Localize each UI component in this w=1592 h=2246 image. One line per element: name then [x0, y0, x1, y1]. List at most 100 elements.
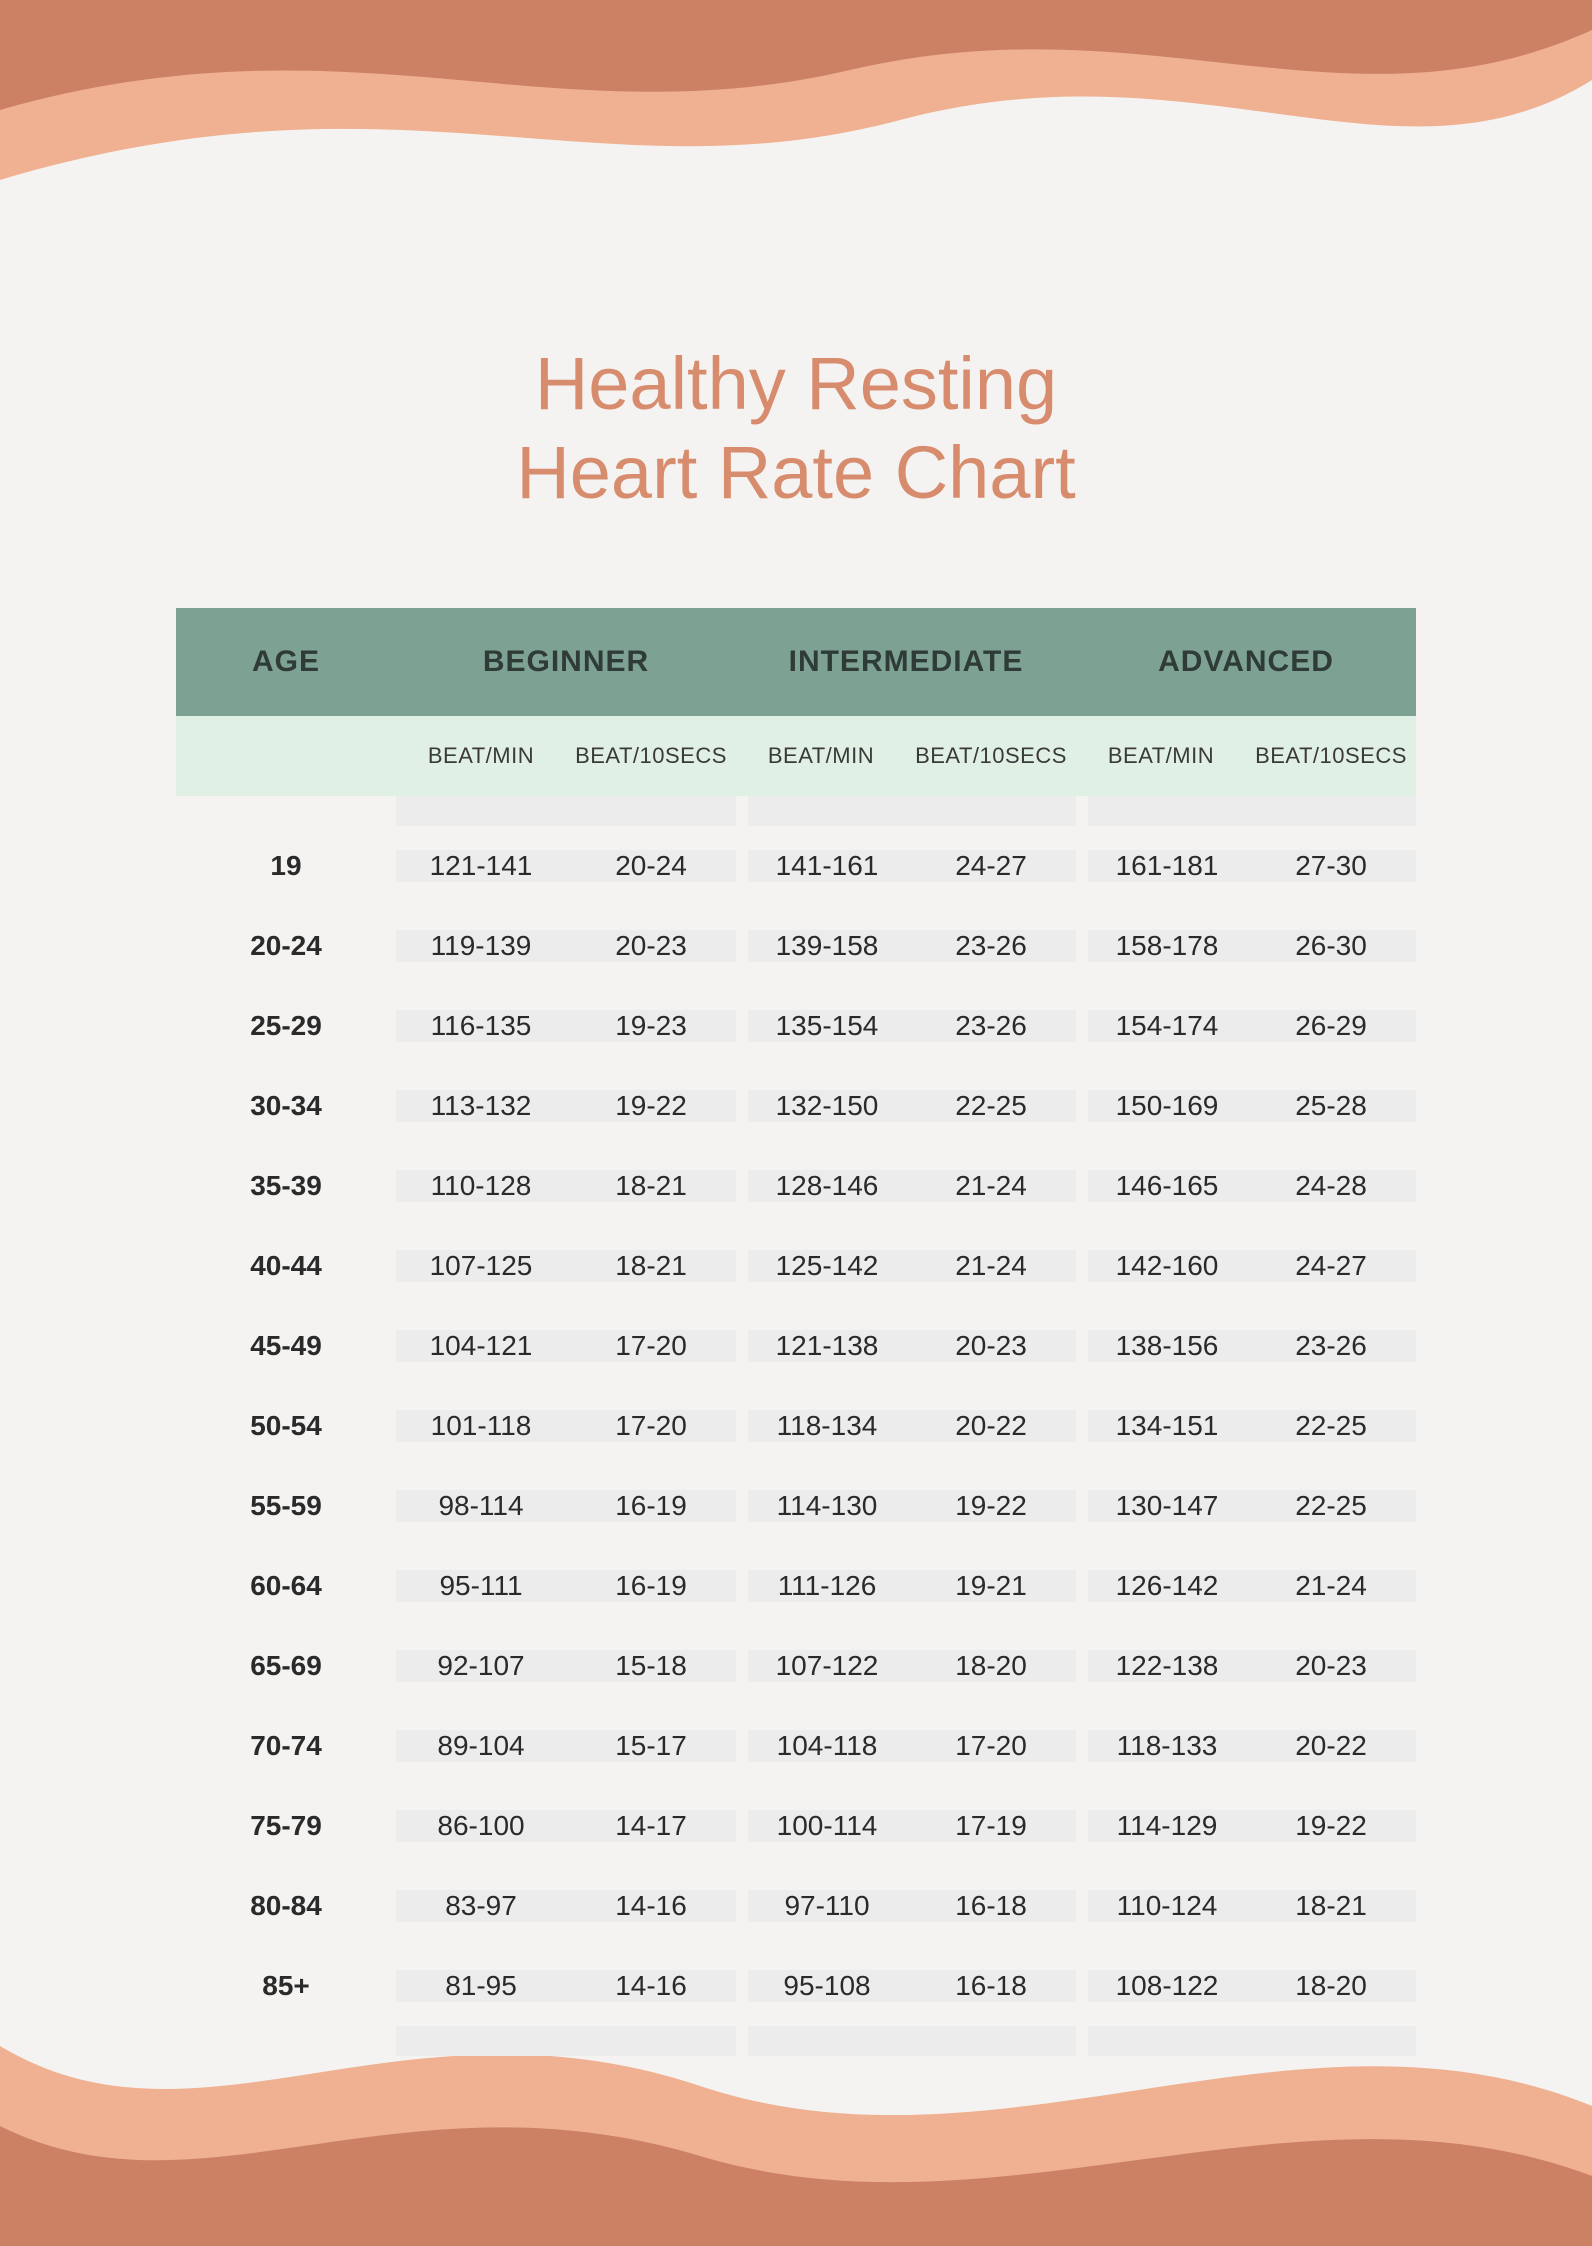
cell-int-b10: 18-20 — [906, 1650, 1076, 1682]
cell-int-bpm: 111-126 — [736, 1570, 906, 1602]
cell-int-bpm: 114-130 — [736, 1490, 906, 1522]
cell-int-bpm: 139-158 — [736, 930, 906, 962]
cell-age: 85+ — [176, 1970, 396, 2002]
cell-beg-b10: 19-22 — [566, 1090, 736, 1122]
cell-int-b10: 17-20 — [906, 1730, 1076, 1762]
cell-int-b10: 21-24 — [906, 1170, 1076, 1202]
cell-age: 75-79 — [176, 1810, 396, 1842]
table-row: 60-6495-11116-19111-12619-21126-14221-24 — [176, 1546, 1416, 1626]
cell-beg-bpm: 89-104 — [396, 1730, 566, 1762]
cell-int-b10: 20-23 — [906, 1330, 1076, 1362]
chart-title: Healthy Resting Heart Rate Chart — [516, 340, 1075, 518]
cell-age: 80-84 — [176, 1890, 396, 1922]
cell-adv-b10: 26-29 — [1246, 1010, 1416, 1042]
cell-age: 20-24 — [176, 930, 396, 962]
table-top-pad — [176, 796, 1416, 826]
table-row: 80-8483-9714-1697-11016-18110-12418-21 — [176, 1866, 1416, 1946]
subheader-int-bpm: BEAT/MIN — [736, 743, 906, 769]
cell-age: 60-64 — [176, 1570, 396, 1602]
cell-int-b10: 20-22 — [906, 1410, 1076, 1442]
cell-adv-b10: 25-28 — [1246, 1090, 1416, 1122]
cell-age: 30-34 — [176, 1090, 396, 1122]
table-row: 50-54101-11817-20118-13420-22134-15122-2… — [176, 1386, 1416, 1466]
table-row: 30-34113-13219-22132-15022-25150-16925-2… — [176, 1066, 1416, 1146]
cell-age: 70-74 — [176, 1730, 396, 1762]
cell-adv-bpm: 158-178 — [1076, 930, 1246, 962]
cell-int-bpm: 132-150 — [736, 1090, 906, 1122]
cell-beg-bpm: 86-100 — [396, 1810, 566, 1842]
cell-int-bpm: 100-114 — [736, 1810, 906, 1842]
subheader-beg-bpm: BEAT/MIN — [396, 743, 566, 769]
cell-int-bpm: 97-110 — [736, 1890, 906, 1922]
cell-adv-bpm: 114-129 — [1076, 1810, 1246, 1842]
table-row: 55-5998-11416-19114-13019-22130-14722-25 — [176, 1466, 1416, 1546]
cell-adv-bpm: 108-122 — [1076, 1970, 1246, 2002]
table-row: 45-49104-12117-20121-13820-23138-15623-2… — [176, 1306, 1416, 1386]
table-row: 40-44107-12518-21125-14221-24142-16024-2… — [176, 1226, 1416, 1306]
cell-beg-bpm: 104-121 — [396, 1330, 566, 1362]
cell-beg-bpm: 101-118 — [396, 1410, 566, 1442]
cell-adv-b10: 18-21 — [1246, 1890, 1416, 1922]
cell-adv-bpm: 122-138 — [1076, 1650, 1246, 1682]
table-bottom-pad — [176, 2026, 1416, 2056]
cell-beg-bpm: 92-107 — [396, 1650, 566, 1682]
heart-rate-table: AGE BEGINNER INTERMEDIATE ADVANCED BEAT/… — [176, 608, 1416, 2056]
table-row: 85+81-9514-1695-10816-18108-12218-20 — [176, 1946, 1416, 2026]
cell-beg-b10: 14-16 — [566, 1970, 736, 2002]
cell-adv-b10: 21-24 — [1246, 1570, 1416, 1602]
subheader-beg-b10: BEAT/10SECS — [566, 743, 736, 769]
cell-int-bpm: 135-154 — [736, 1010, 906, 1042]
cell-adv-bpm: 126-142 — [1076, 1570, 1246, 1602]
cell-beg-b10: 18-21 — [566, 1170, 736, 1202]
table-row: 35-39110-12818-21128-14621-24146-16524-2… — [176, 1146, 1416, 1226]
table-header-row: AGE BEGINNER INTERMEDIATE ADVANCED — [176, 608, 1416, 716]
table-row: 65-6992-10715-18107-12218-20122-13820-23 — [176, 1626, 1416, 1706]
cell-beg-bpm: 119-139 — [396, 930, 566, 962]
cell-age: 65-69 — [176, 1650, 396, 1682]
cell-int-b10: 21-24 — [906, 1250, 1076, 1282]
cell-adv-b10: 23-26 — [1246, 1330, 1416, 1362]
cell-adv-b10: 26-30 — [1246, 930, 1416, 962]
cell-beg-b10: 17-20 — [566, 1410, 736, 1442]
cell-int-b10: 23-26 — [906, 1010, 1076, 1042]
cell-adv-bpm: 134-151 — [1076, 1410, 1246, 1442]
header-advanced: ADVANCED — [1076, 645, 1416, 679]
cell-beg-b10: 17-20 — [566, 1330, 736, 1362]
cell-beg-b10: 14-16 — [566, 1890, 736, 1922]
cell-adv-b10: 22-25 — [1246, 1490, 1416, 1522]
cell-int-b10: 19-22 — [906, 1490, 1076, 1522]
cell-int-b10: 22-25 — [906, 1090, 1076, 1122]
subheader-int-b10: BEAT/10SECS — [906, 743, 1076, 769]
cell-beg-bpm: 98-114 — [396, 1490, 566, 1522]
cell-beg-bpm: 113-132 — [396, 1090, 566, 1122]
cell-adv-b10: 24-27 — [1246, 1250, 1416, 1282]
cell-beg-b10: 14-17 — [566, 1810, 736, 1842]
cell-beg-b10: 16-19 — [566, 1490, 736, 1522]
table-row: 25-29116-13519-23135-15423-26154-17426-2… — [176, 986, 1416, 1066]
table-row: 19121-14120-24141-16124-27161-18127-30 — [176, 826, 1416, 906]
cell-int-b10: 17-19 — [906, 1810, 1076, 1842]
cell-int-bpm: 128-146 — [736, 1170, 906, 1202]
cell-beg-bpm: 83-97 — [396, 1890, 566, 1922]
cell-beg-bpm: 110-128 — [396, 1170, 566, 1202]
cell-beg-bpm: 116-135 — [396, 1010, 566, 1042]
cell-beg-b10: 16-19 — [566, 1570, 736, 1602]
header-intermediate: INTERMEDIATE — [736, 645, 1076, 679]
title-line-1: Healthy Resting — [535, 342, 1057, 425]
cell-int-b10: 23-26 — [906, 930, 1076, 962]
cell-adv-bpm: 150-169 — [1076, 1090, 1246, 1122]
cell-age: 50-54 — [176, 1410, 396, 1442]
table-row: 75-7986-10014-17100-11417-19114-12919-22 — [176, 1786, 1416, 1866]
subheader-adv-b10: BEAT/10SECS — [1246, 743, 1416, 769]
cell-age: 55-59 — [176, 1490, 396, 1522]
cell-age: 25-29 — [176, 1010, 396, 1042]
cell-adv-bpm: 110-124 — [1076, 1890, 1246, 1922]
cell-int-b10: 16-18 — [906, 1970, 1076, 2002]
cell-int-bpm: 95-108 — [736, 1970, 906, 2002]
cell-age: 35-39 — [176, 1170, 396, 1202]
table-row: 20-24119-13920-23139-15823-26158-17826-3… — [176, 906, 1416, 986]
cell-int-bpm: 104-118 — [736, 1730, 906, 1762]
cell-age: 40-44 — [176, 1250, 396, 1282]
cell-adv-bpm: 130-147 — [1076, 1490, 1246, 1522]
table-body: 19121-14120-24141-16124-27161-18127-3020… — [176, 826, 1416, 2026]
